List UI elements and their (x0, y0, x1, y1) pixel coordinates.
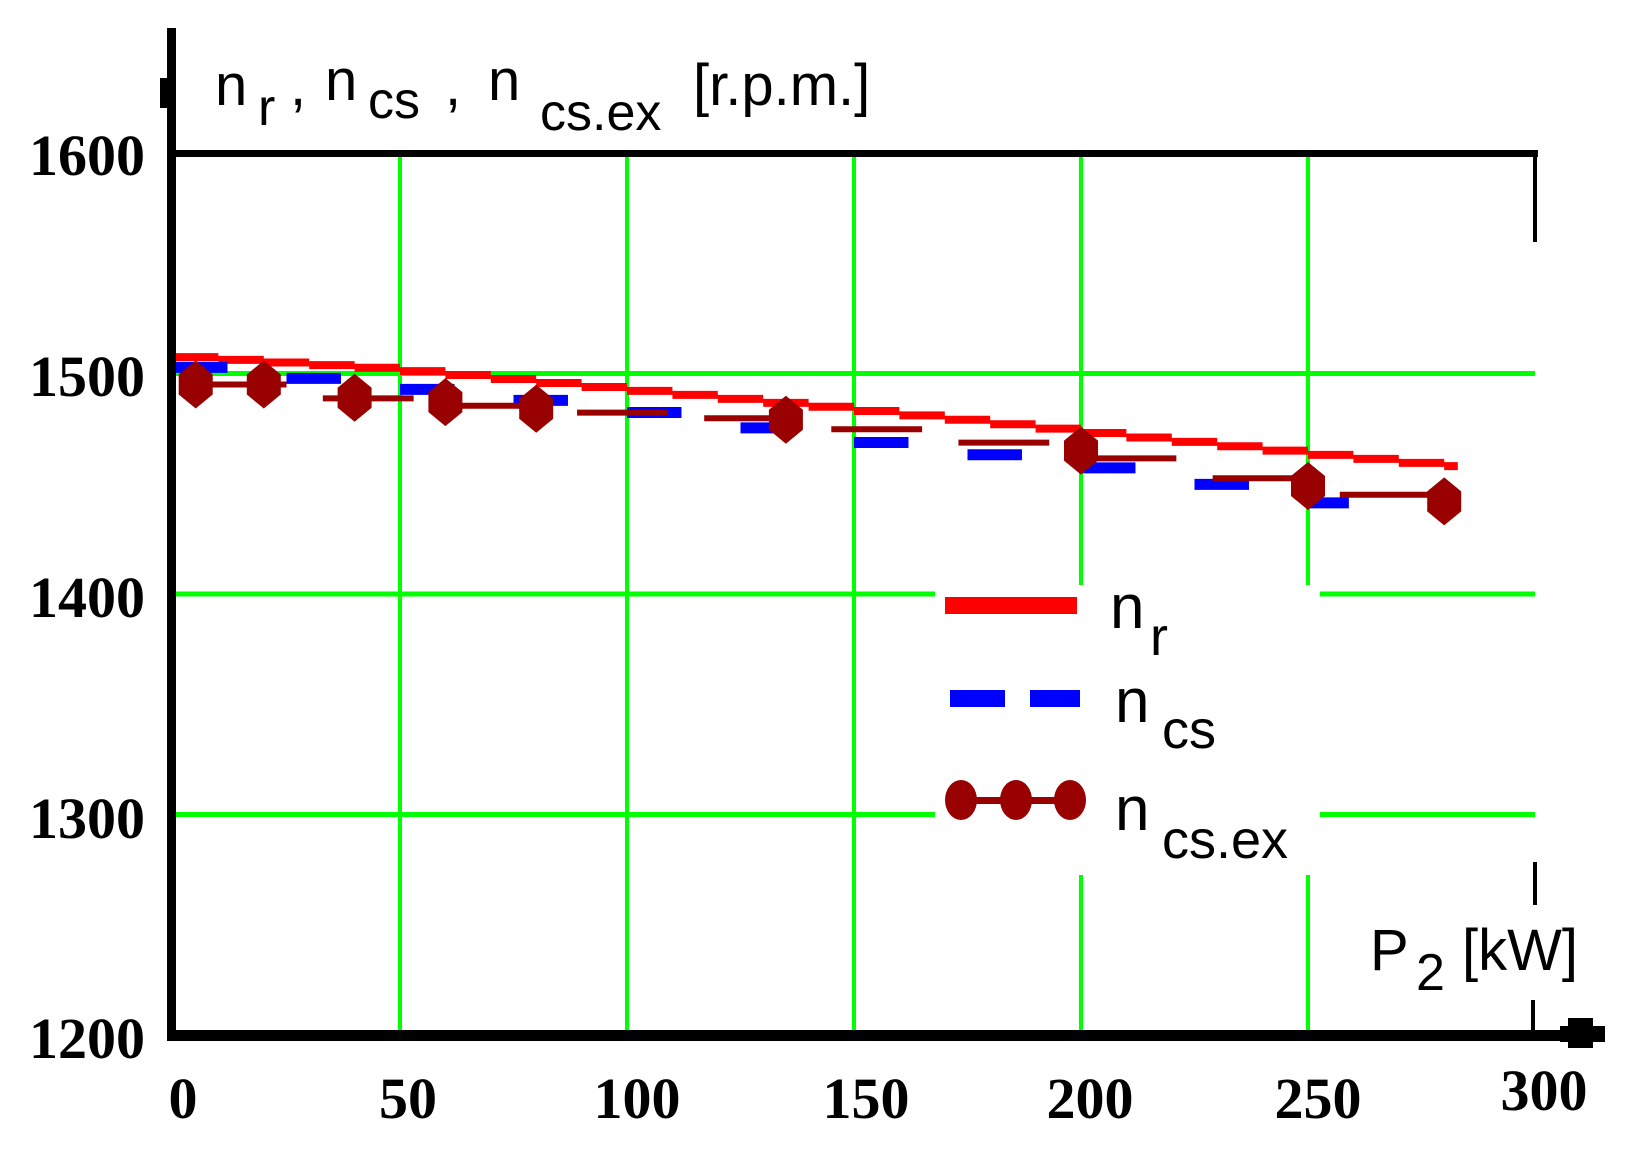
y-title-sub-r: r (258, 79, 275, 137)
x-tick-labels: 0 50 100 150 200 250 300 (169, 1058, 1588, 1131)
legend-label-n: n (1115, 667, 1149, 736)
diamond-marker-icon (1000, 780, 1032, 820)
diamond-marker-icon (337, 373, 372, 422)
y-tick-1300: 1300 (29, 786, 145, 851)
x-tick-200: 200 (1047, 1066, 1134, 1131)
diamond-marker-icon (178, 360, 213, 409)
legend: n r n cs n cs.ex (945, 573, 1288, 870)
y-title-n3: n (488, 48, 520, 113)
x-tick-0: 0 (169, 1066, 198, 1131)
y-title-sub-cs: cs (368, 72, 420, 130)
y-tick-1600: 1600 (29, 123, 145, 188)
legend-item-n-csex: n cs.ex (945, 775, 1288, 870)
legend-item-n-cs: n cs (950, 667, 1216, 760)
plot-series (173, 353, 1462, 526)
plot-right-border-top (1533, 150, 1537, 242)
gridlines (173, 153, 1535, 1035)
x-title-p: P (1370, 918, 1409, 983)
x-tick-250: 250 (1275, 1066, 1362, 1131)
y-title-sep1: , (290, 53, 306, 118)
y-axis-title: n r , n cs , n cs.ex [r.p.m.] (215, 48, 870, 142)
legend-swatch-dash-blue (1030, 690, 1080, 707)
x-title-unit: [kW] (1462, 918, 1578, 983)
legend-label-n: n (1115, 775, 1149, 844)
x-tick-150: 150 (823, 1066, 910, 1131)
legend-label-sub: cs (1162, 700, 1216, 760)
legend-label-n: n (1110, 573, 1144, 642)
y-tick-1500: 1500 (29, 344, 145, 409)
diamond-marker-icon (428, 378, 463, 427)
x-axis-line (167, 1030, 1567, 1041)
legend-swatch-solid-red (945, 597, 1077, 614)
y-tick-labels: 1600 1500 1400 1300 1200 (29, 123, 145, 1071)
legend-label-sub: cs.ex (1162, 810, 1288, 870)
plot-right-border-bottom (1531, 1000, 1535, 1035)
y-title-n1: n (215, 53, 247, 118)
x-title-background (1360, 905, 1590, 1000)
diamond-marker-icon (1291, 461, 1325, 510)
y-title-sep2: , (445, 53, 461, 118)
y-title-unit: [r.p.m.] (693, 53, 870, 118)
plot-right-border-mid (1533, 862, 1537, 907)
y-axis-line (167, 28, 176, 1038)
diamond-marker-icon (519, 384, 554, 433)
diamond-marker-icon (768, 395, 803, 444)
x-axis-title: P 2 [kW] (1360, 905, 1590, 1002)
plot-top-border (173, 150, 1538, 157)
diamond-marker-icon (945, 780, 977, 820)
diamond-marker-icon (246, 360, 281, 409)
x-tick-100: 100 (594, 1066, 681, 1131)
legend-background (935, 585, 1320, 875)
y-tick-1400: 1400 (29, 565, 145, 630)
diamond-marker-icon (1064, 426, 1098, 475)
legend-label-sub: r (1150, 607, 1168, 667)
y-tick-1200: 1200 (29, 1006, 145, 1071)
x-axis-arrow-head (1560, 1026, 1605, 1042)
legend-swatch-dash-blue (950, 690, 1005, 707)
legend-item-n-r: n r (945, 573, 1168, 667)
series-line-n_r (173, 353, 1458, 471)
diamond-marker-icon (1427, 477, 1462, 526)
x-tick-50: 50 (379, 1066, 437, 1131)
x-tick-300: 300 (1501, 1058, 1588, 1123)
y-title-n2: n (325, 48, 357, 113)
y-axis-arrow-icon (160, 78, 176, 108)
y-title-sub-csex: cs.ex (540, 84, 661, 142)
axes (160, 28, 1605, 1048)
diamond-marker-icon (1054, 780, 1086, 820)
x-title-sub: 2 (1416, 944, 1445, 1002)
